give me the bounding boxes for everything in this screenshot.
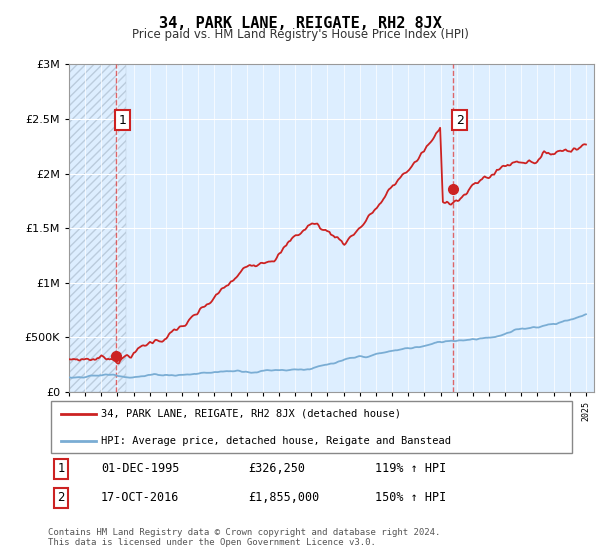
Text: £1,855,000: £1,855,000: [248, 491, 320, 504]
Text: £326,250: £326,250: [248, 463, 305, 475]
Text: 150% ↑ HPI: 150% ↑ HPI: [376, 491, 446, 504]
Text: 01-DEC-1995: 01-DEC-1995: [101, 463, 179, 475]
Text: Contains HM Land Registry data © Crown copyright and database right 2024.
This d: Contains HM Land Registry data © Crown c…: [48, 528, 440, 547]
Text: 17-OCT-2016: 17-OCT-2016: [101, 491, 179, 504]
Text: 119% ↑ HPI: 119% ↑ HPI: [376, 463, 446, 475]
Text: 2: 2: [456, 114, 464, 127]
Text: Price paid vs. HM Land Registry's House Price Index (HPI): Price paid vs. HM Land Registry's House …: [131, 28, 469, 41]
Text: 1: 1: [119, 114, 127, 127]
Text: 34, PARK LANE, REIGATE, RH2 8JX: 34, PARK LANE, REIGATE, RH2 8JX: [158, 16, 442, 31]
Text: 2: 2: [58, 491, 65, 504]
FancyBboxPatch shape: [50, 402, 572, 453]
Text: HPI: Average price, detached house, Reigate and Banstead: HPI: Average price, detached house, Reig…: [101, 436, 451, 446]
Text: 1: 1: [58, 463, 65, 475]
Text: 34, PARK LANE, REIGATE, RH2 8JX (detached house): 34, PARK LANE, REIGATE, RH2 8JX (detache…: [101, 409, 401, 418]
